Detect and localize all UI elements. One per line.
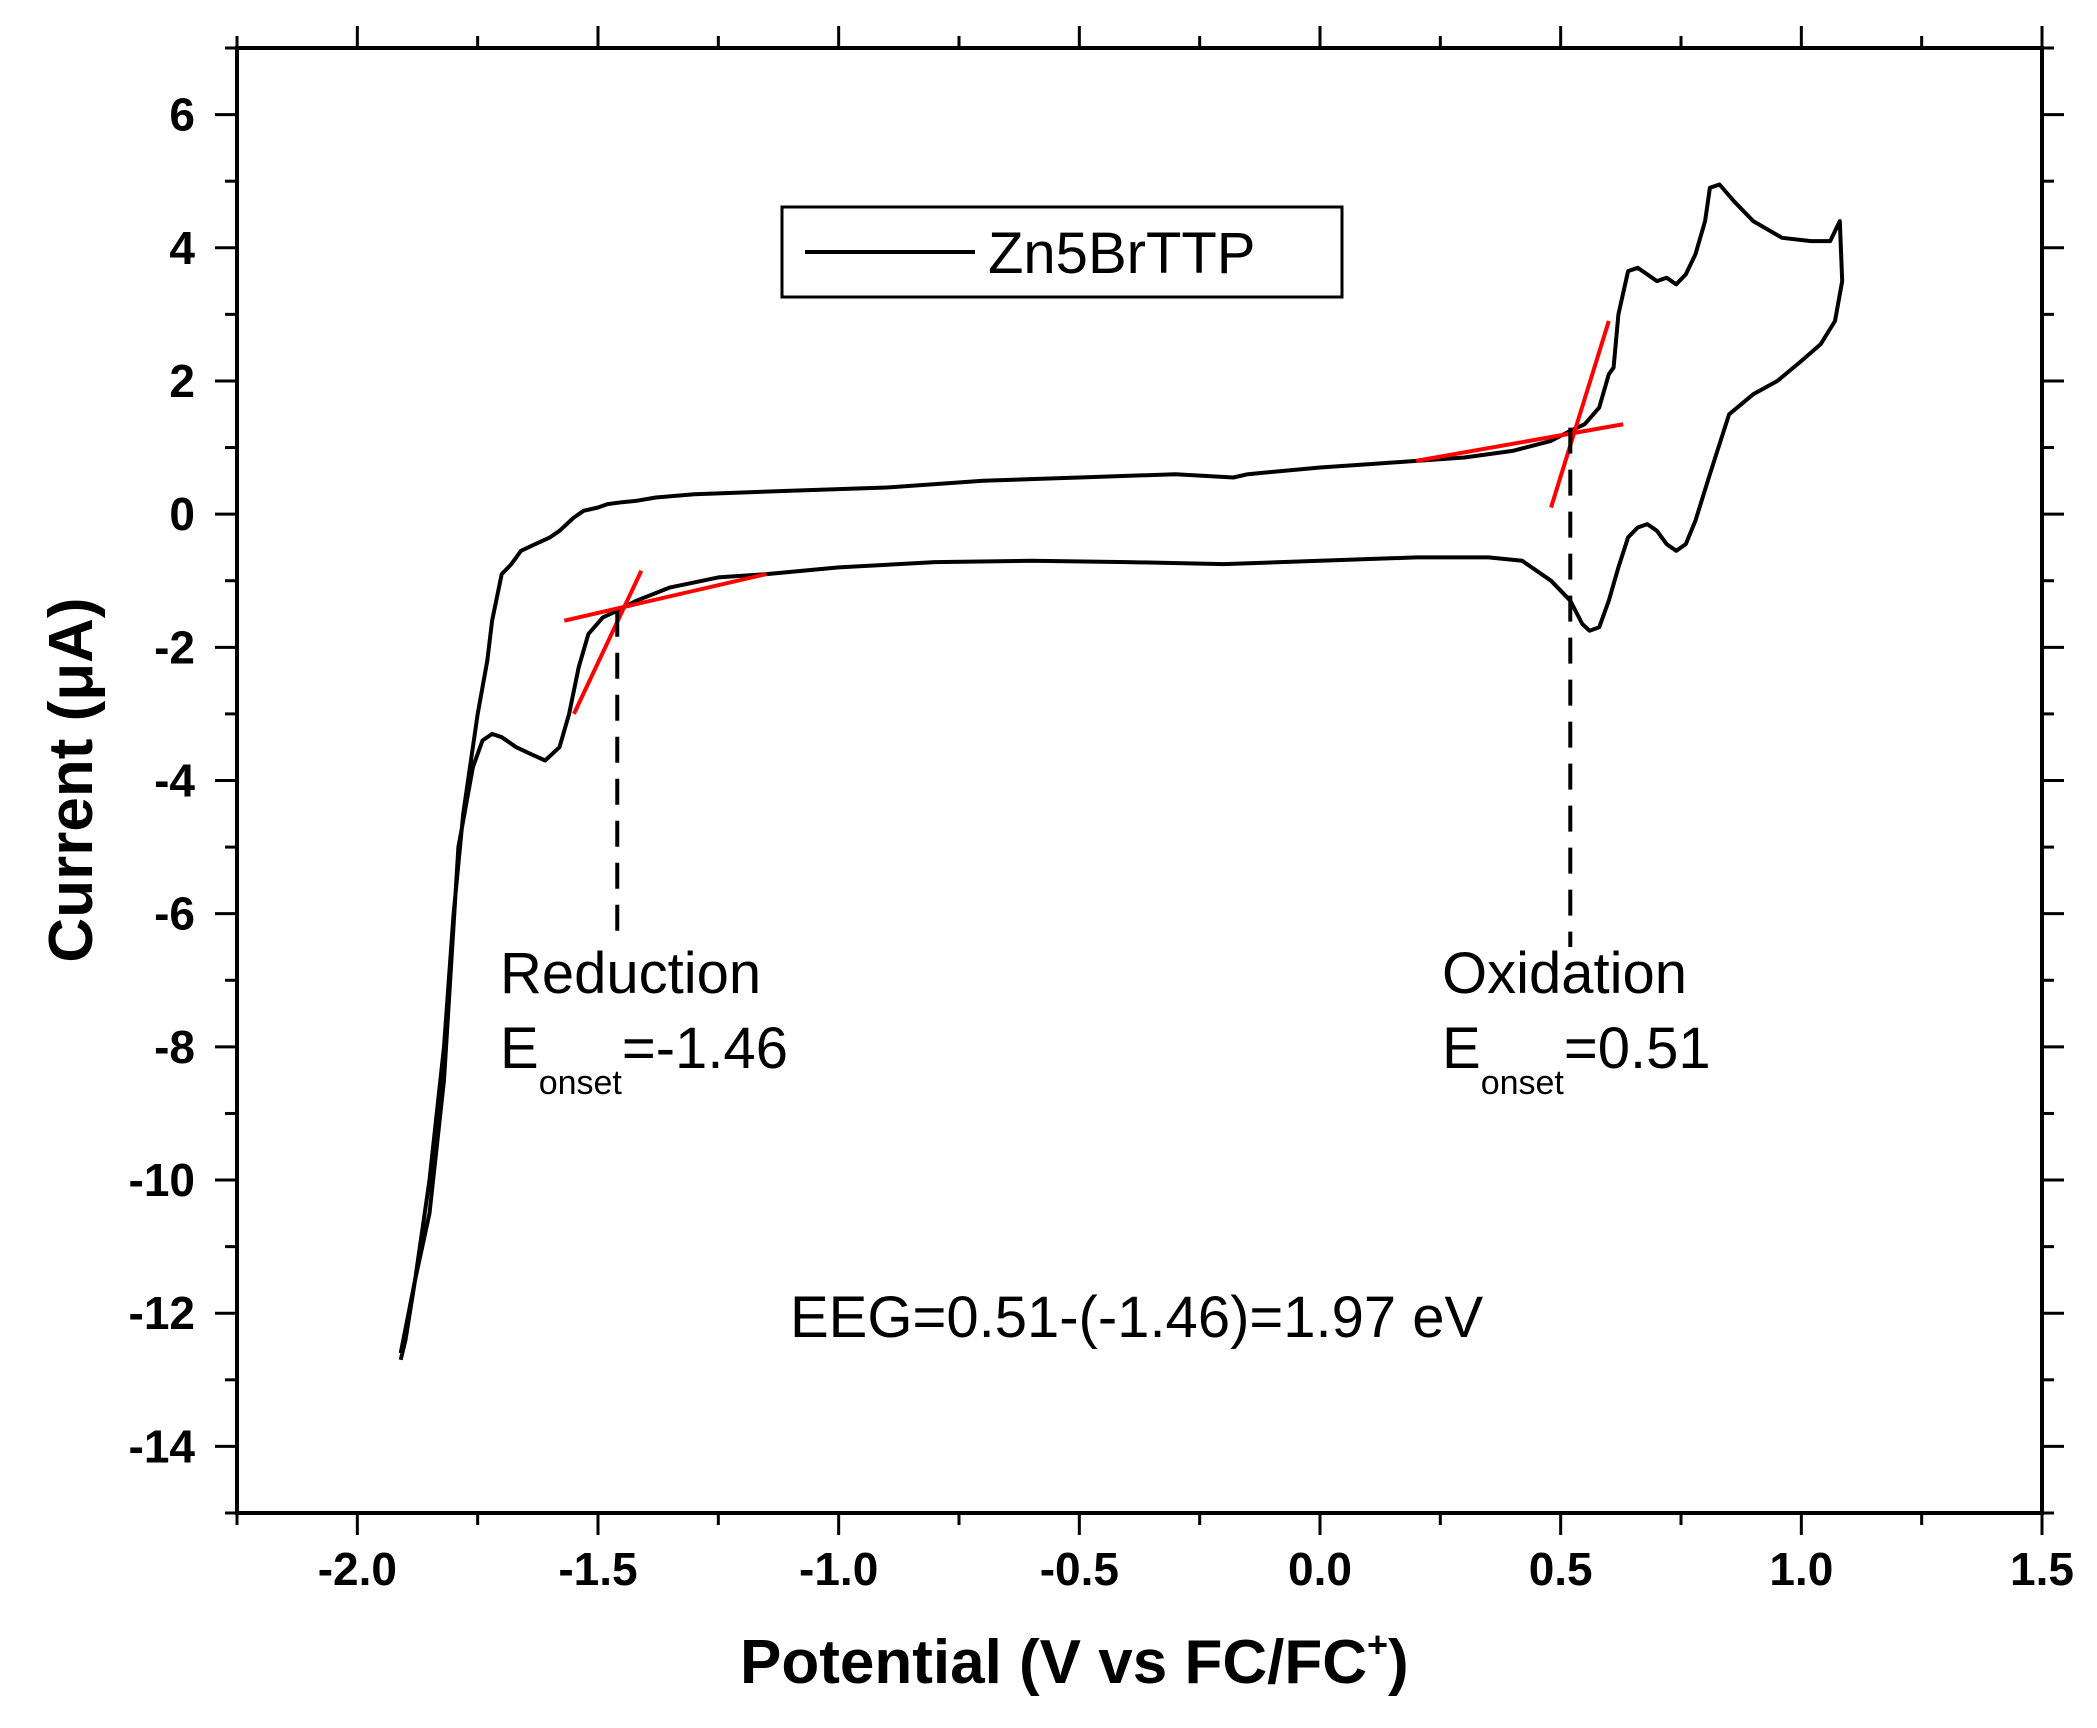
y-tick-label: -14: [129, 1420, 196, 1472]
series-layer: [398, 182, 1845, 1361]
tangent-line: [572, 569, 644, 715]
y-tick-label: -10: [129, 1154, 195, 1206]
x-tick-label: 1.5: [2010, 1543, 2074, 1595]
x-tick-label: -2.0: [318, 1543, 397, 1595]
reduction-annotation: Reduction Eonset=-1.46: [500, 941, 788, 1102]
reduction-onset-label: Eonset=-1.46: [500, 1016, 788, 1102]
series-line-zn5brttp: [398, 182, 1845, 1361]
reduction-subscript: onset: [539, 1064, 623, 1102]
y-tick-label: 4: [169, 222, 195, 274]
x-tick-label: -1.0: [799, 1543, 878, 1595]
y-axis-ticks: [215, 46, 2064, 1515]
oxidation-onset-label: Eonset=0.51: [1442, 1016, 1711, 1102]
y-axis-tick-labels: 6 4 2 0 -2 -4 -6 -8 -10 -12 -14: [129, 89, 196, 1473]
reduction-e: E: [500, 1016, 539, 1081]
reduction-value: =-1.46: [622, 1016, 788, 1081]
y-tick-label: 2: [169, 355, 195, 407]
y-tick-label: -12: [129, 1287, 195, 1339]
y-tick-label: -6: [154, 888, 195, 940]
tangent-line: [563, 572, 767, 623]
x-axis-label: Potential (V vs FC/FC+): [740, 1624, 1409, 1697]
oxidation-e: E: [1442, 1016, 1481, 1081]
x-tick-label: -1.5: [558, 1543, 637, 1595]
legend: Zn5BrTTP: [780, 205, 1344, 299]
eeg-annotation: EEG=0.51-(-1.46)=1.97 eV: [790, 1285, 1484, 1350]
x-axis-label-main: Potential (V vs FC/FC: [740, 1628, 1367, 1697]
onset-dashed-lines: [615, 427, 1573, 947]
tangent-lines: [563, 320, 1624, 715]
x-axis-label-sup: +: [1367, 1624, 1388, 1665]
x-tick-label: 1.0: [1769, 1543, 1833, 1595]
oxidation-value: =0.51: [1564, 1016, 1711, 1081]
reduction-title: Reduction: [500, 941, 761, 1006]
y-axis-label: Current (μA): [37, 597, 106, 962]
oxidation-title: Oxidation: [1442, 941, 1687, 1006]
x-axis-ticks: [235, 26, 2044, 1535]
x-tick-label: 0.5: [1529, 1543, 1593, 1595]
oxidation-annotation: Oxidation Eonset=0.51: [1442, 941, 1711, 1102]
oxidation-subscript: onset: [1481, 1064, 1565, 1102]
x-axis-label-close: ): [1388, 1628, 1409, 1697]
y-tick-label: -8: [154, 1021, 195, 1073]
x-tick-label: -0.5: [1040, 1543, 1119, 1595]
x-tick-label: 0.0: [1288, 1543, 1352, 1595]
x-axis-tick-labels: -2.0 -1.5 -1.0 -0.5 0.0 0.5 1.0 1.5: [318, 1543, 2074, 1595]
tangent-line: [1415, 422, 1624, 463]
tangent-line: [1549, 320, 1611, 509]
y-tick-label: 0: [169, 488, 195, 540]
legend-label: Zn5BrTTP: [988, 221, 1256, 286]
y-tick-label: -2: [154, 621, 195, 673]
y-tick-label: 6: [169, 89, 195, 141]
y-tick-label: -4: [154, 755, 195, 807]
